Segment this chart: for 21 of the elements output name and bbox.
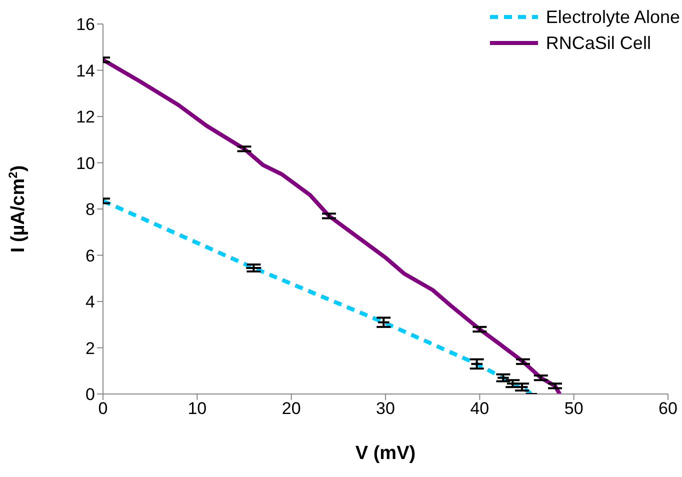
x-tick-label: 50 [564,399,584,418]
y-tick-label: 6 [86,246,95,266]
y-tick-label: 2 [86,338,95,358]
line-series [103,58,562,394]
x-tick-label: 30 [376,399,395,418]
x-axis-title: V (mV) [355,443,416,464]
y-tick-label: 8 [86,200,95,220]
line-series [103,198,534,394]
y-tick-label: 16 [76,15,95,34]
legend-label: Electrolyte Alone [546,6,680,29]
y-tick-label: 10 [76,154,95,173]
x-tick-label: 20 [282,399,301,418]
x-tick-label: 10 [188,399,207,418]
x-tick-label: 60 [658,399,678,418]
y-tick-label: 14 [76,61,95,80]
y-tick-label: 12 [76,108,95,127]
y-tick-label: 0 [86,385,95,404]
x-tick-label: 0 [98,399,108,418]
legend-label: RNCaSil Cell [546,32,651,55]
x-tick-label: 40 [470,399,490,418]
y-tick-label: 4 [86,292,95,312]
